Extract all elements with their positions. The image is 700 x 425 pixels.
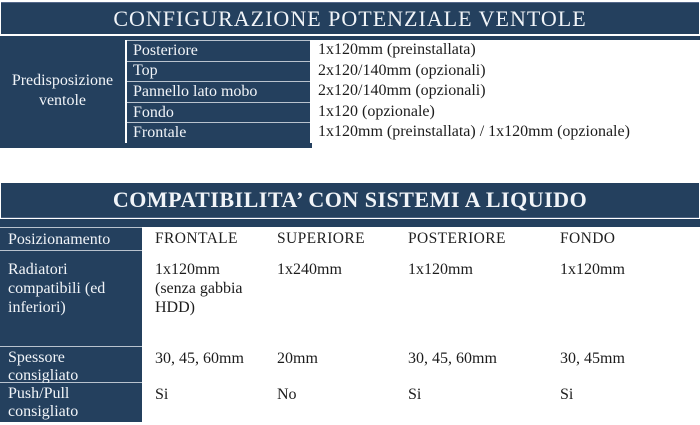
radiators-posteriore: 1x120mm [408, 261, 473, 278]
position-row-label: Posizionamento [0, 227, 142, 251]
table-top-border [0, 36, 700, 40]
thickness-posteriore: 30, 45, 60mm [408, 350, 497, 367]
fan-location-posteriore: Posteriore [127, 40, 310, 61]
fan-config-title: CONFIGURAZIONE POTENZIALE VENTOLE [1, 2, 699, 34]
fan-value-posteriore: 1x120mm (preinstallata) [318, 41, 476, 58]
fan-value-fondo: 1x120 (opzionale) [318, 102, 435, 120]
column-header-fondo: FONDO [560, 230, 616, 247]
radiators-row-label: Radiatori compatibili (ed inferiori) [0, 251, 142, 347]
pushpull-fondo: Si [560, 386, 574, 403]
liquid-compat-title: COMPATIBILITA’ CON SISTEMI A LIQUIDO [1, 183, 699, 218]
column-header-posteriore: POSTERIORE [408, 230, 506, 247]
fan-value-top: 2x120/140mm (opzionali) [318, 61, 486, 79]
fan-location-fondo: Fondo [127, 101, 310, 123]
thickness-row-label: Spessore consigliato [0, 347, 142, 384]
fan-location-frontale: Frontale [127, 122, 310, 143]
pushpull-posteriore: Si [408, 386, 422, 403]
fan-config-group-label: Predisposizione ventole [0, 40, 125, 143]
radiators-frontale: 1x120mm (senza gabbia HDD) [155, 261, 243, 316]
fan-location-top: Top [127, 60, 310, 82]
table-top-border [0, 219, 700, 227]
thickness-fondo: 30, 45mm [560, 350, 625, 367]
table-bottom-border [0, 143, 312, 148]
fan-value-pannello-lato-mobo: 2x120/140mm (opzionali) [318, 82, 486, 100]
column-header-frontale: FRONTALE [155, 230, 238, 247]
radiators-fondo: 1x120mm [560, 261, 625, 278]
pushpull-superiore: No [277, 386, 297, 403]
thickness-frontale: 30, 45, 60mm [155, 350, 244, 367]
pushpull-row-label: Push/Pull consigliato [0, 383, 142, 422]
fan-location-pannello-lato-mobo: Pannello lato mobo [127, 81, 310, 102]
thickness-superiore: 20mm [277, 350, 318, 367]
fan-value-frontale: 1x120mm (preinstallata) / 1x120mm (opzio… [318, 123, 630, 141]
pushpull-frontale: Si [155, 386, 169, 403]
column-header-superiore: SUPERIORE [277, 230, 366, 247]
radiators-superiore: 1x240mm [277, 261, 342, 278]
fan-config-table: Predisposizione ventole Posteriore 1x120… [0, 40, 700, 143]
liquid-compat-table: Posizionamento FRONTALE SUPERIORE POSTER… [0, 227, 700, 422]
